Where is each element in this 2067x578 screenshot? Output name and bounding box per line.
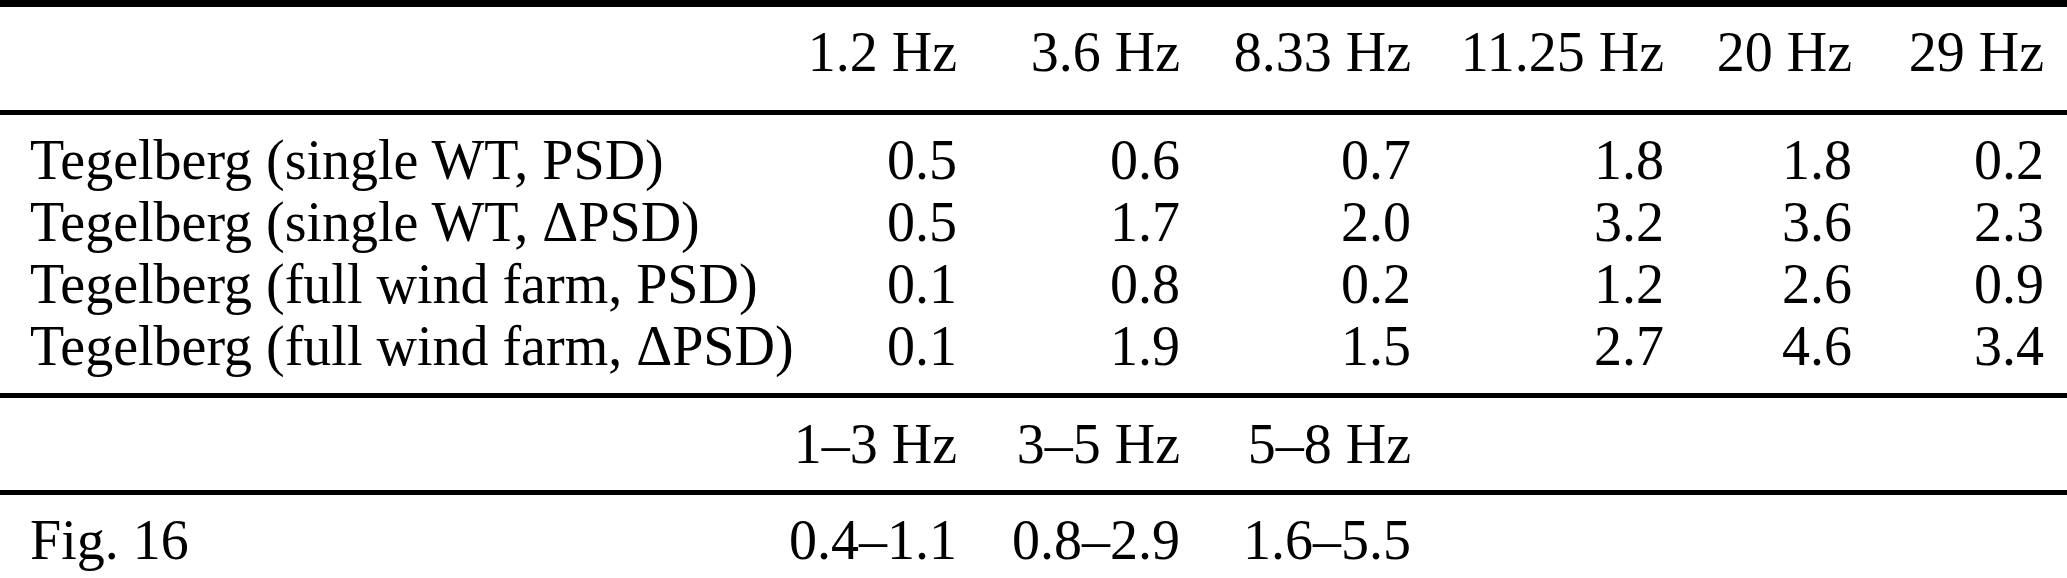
column-header: 1.2 Hz (740, 4, 957, 113)
cell-value: 1.9 (957, 315, 1180, 396)
cell-value: 2.0 (1180, 191, 1411, 253)
cell-value: 1.8 (1411, 113, 1664, 192)
results-table: 1.2 Hz 3.6 Hz 8.33 Hz 11.25 Hz 20 Hz 29 … (0, 0, 2067, 578)
row-label: Tegelberg (full wind farm, PSD) (0, 253, 740, 315)
column-header: 11.25 Hz (1411, 4, 1664, 113)
empty-cell (1411, 396, 1664, 493)
cell-value: 1.8 (1664, 113, 1852, 192)
cell-value: 0.1 (740, 253, 957, 315)
cell-value: 0.7 (1180, 113, 1411, 192)
cell-value: 0.8 (957, 253, 1180, 315)
cell-value: 3.6 (1664, 191, 1852, 253)
cell-value: 2.6 (1664, 253, 1852, 315)
table-row: Tegelberg (single WT, ΔPSD) 0.5 1.7 2.0 … (0, 191, 2067, 253)
column-header: 3–5 Hz (957, 396, 1180, 493)
column-header: 1–3 Hz (740, 396, 957, 493)
column-header: 5–8 Hz (1180, 396, 1411, 493)
cell-value: 2.3 (1852, 191, 2067, 253)
cell-value: 0.4–1.1 (740, 493, 957, 578)
row-label: Tegelberg (single WT, PSD) (0, 113, 740, 192)
column-header: 3.6 Hz (957, 4, 1180, 113)
table-row: Fig. 16 0.4–1.1 0.8–2.9 1.6–5.5 (0, 493, 2067, 578)
empty-cell (1664, 493, 1852, 578)
cell-value: 1.6–5.5 (1180, 493, 1411, 578)
cell-value: 0.5 (740, 113, 957, 192)
cell-value: 2.7 (1411, 315, 1664, 396)
row-label: Fig. 16 (0, 493, 740, 578)
cell-value: 0.9 (1852, 253, 2067, 315)
cell-value: 1.7 (957, 191, 1180, 253)
paper-table-figure: 1.2 Hz 3.6 Hz 8.33 Hz 11.25 Hz 20 Hz 29 … (0, 0, 2067, 578)
empty-cell (1664, 396, 1852, 493)
table-row: Tegelberg (single WT, PSD) 0.5 0.6 0.7 1… (0, 113, 2067, 192)
cell-value: 0.8–2.9 (957, 493, 1180, 578)
column-header: 20 Hz (1664, 4, 1852, 113)
column-header: 29 Hz (1852, 4, 2067, 113)
row-label: Tegelberg (single WT, ΔPSD) (0, 191, 740, 253)
empty-cell (1852, 396, 2067, 493)
cell-value: 1.2 (1411, 253, 1664, 315)
frequency-header-row: 1.2 Hz 3.6 Hz 8.33 Hz 11.25 Hz 20 Hz 29 … (0, 4, 2067, 113)
cell-value: 4.6 (1664, 315, 1852, 396)
empty-corner-cell (0, 4, 740, 113)
empty-cell (1852, 493, 2067, 578)
band-header-row: 1–3 Hz 3–5 Hz 5–8 Hz (0, 396, 2067, 493)
cell-value: 0.6 (957, 113, 1180, 192)
cell-value: 0.5 (740, 191, 957, 253)
table-row: Tegelberg (full wind farm, PSD) 0.1 0.8 … (0, 253, 2067, 315)
table-row: Tegelberg (full wind farm, ΔPSD) 0.1 1.9… (0, 315, 2067, 396)
cell-value: 3.4 (1852, 315, 2067, 396)
empty-cell (1411, 493, 1664, 578)
cell-value: 0.2 (1852, 113, 2067, 192)
empty-corner-cell (0, 396, 740, 493)
row-label: Tegelberg (full wind farm, ΔPSD) (0, 315, 740, 396)
cell-value: 0.2 (1180, 253, 1411, 315)
cell-value: 3.2 (1411, 191, 1664, 253)
cell-value: 1.5 (1180, 315, 1411, 396)
column-header: 8.33 Hz (1180, 4, 1411, 113)
